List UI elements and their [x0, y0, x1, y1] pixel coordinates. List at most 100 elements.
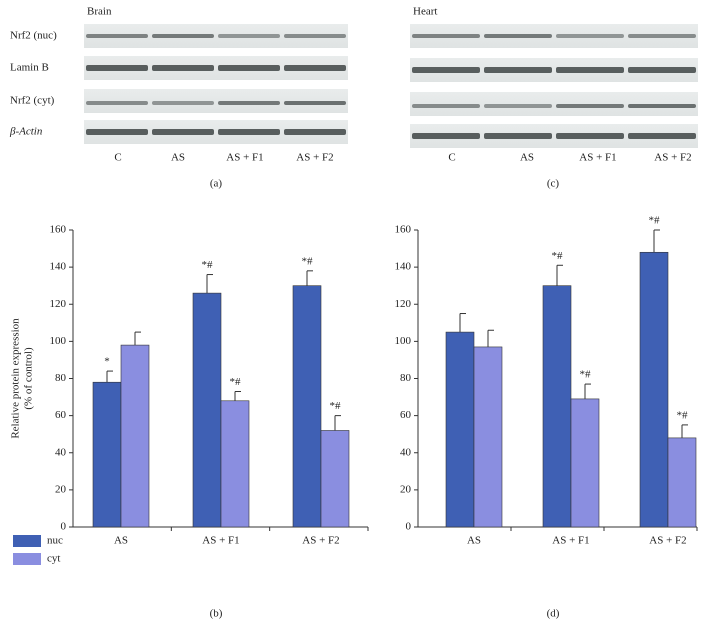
blot-band	[412, 104, 480, 108]
bar	[542, 285, 572, 528]
panel-label: (a)	[210, 178, 223, 190]
y-tick-label: 0	[61, 521, 67, 533]
bar	[192, 292, 222, 528]
y-tick-label: 160	[395, 224, 412, 236]
bar	[445, 331, 475, 528]
bar	[667, 437, 697, 528]
y-tick-label: 40	[55, 446, 67, 458]
bar	[320, 430, 350, 528]
blot-row-label: β-Actin	[9, 126, 43, 138]
blot-column-label: AS + F1	[579, 152, 616, 164]
x-tick-label: AS	[467, 535, 481, 547]
blot-band	[556, 34, 624, 38]
blot-column-label: AS + F2	[654, 152, 691, 164]
bar	[292, 285, 322, 528]
blot-row-label: Nrf2 (cyt)	[10, 95, 55, 107]
panel-label: (c)	[547, 178, 560, 190]
blot-band	[484, 67, 552, 73]
blot-band	[284, 34, 346, 38]
y-tick-label: 60	[400, 409, 412, 421]
blot-row-label: Nrf2 (nuc)	[10, 30, 57, 42]
y-tick-label: 60	[55, 409, 67, 421]
blot-column-label: C	[448, 152, 455, 164]
significance-label: *#	[649, 215, 661, 227]
blot-band	[284, 129, 346, 135]
blot-column-label: AS + F1	[226, 152, 263, 164]
significance-label: *#	[580, 369, 592, 381]
blot-band	[284, 65, 346, 71]
blot-band	[284, 101, 346, 105]
x-tick-label: AS	[114, 535, 128, 547]
blot-band	[556, 67, 624, 73]
legend-swatch	[13, 553, 41, 565]
legend-swatch	[13, 535, 41, 547]
blot-band	[556, 133, 624, 139]
blot-band	[484, 34, 552, 38]
y-axis-label: (% of control)	[23, 347, 35, 410]
blot-band	[484, 133, 552, 139]
x-tick-label: AS + F2	[649, 535, 686, 547]
y-tick-label: 120	[50, 298, 67, 310]
y-tick-label: 160	[50, 224, 67, 236]
blot-band	[86, 101, 148, 105]
significance-label: *#	[202, 259, 214, 271]
y-tick-label: 0	[406, 521, 412, 533]
blot-band	[86, 129, 148, 135]
y-tick-label: 100	[395, 335, 412, 347]
blot-band	[152, 34, 214, 38]
blot-band	[556, 104, 624, 108]
blot-band	[484, 104, 552, 108]
bar	[570, 398, 600, 528]
blot-band	[152, 129, 214, 135]
blot-band	[412, 133, 480, 139]
blot-title: Brain	[87, 6, 112, 18]
x-tick-label: AS + F1	[552, 535, 589, 547]
y-tick-label: 80	[55, 372, 67, 384]
y-axis-label: Relative protein expression	[10, 318, 22, 439]
blot-row-label: Lamin B	[10, 62, 49, 74]
blot-band	[86, 65, 148, 71]
bar	[639, 251, 669, 528]
blot-band	[628, 67, 696, 73]
significance-label: *#	[302, 255, 314, 267]
y-tick-label: 20	[55, 483, 67, 495]
y-tick-label: 140	[50, 261, 67, 273]
blot-band	[412, 67, 480, 73]
blot-title: Heart	[413, 6, 437, 18]
panel-label: (d)	[547, 608, 560, 620]
blot-band	[152, 65, 214, 71]
blot-column-label: AS	[520, 152, 534, 164]
bar	[92, 381, 122, 528]
blot-band	[218, 65, 280, 71]
blot-band	[628, 34, 696, 38]
significance-label: *	[104, 356, 110, 368]
significance-label: *#	[677, 409, 689, 421]
y-tick-label: 120	[395, 298, 412, 310]
legend-label: cyt	[47, 553, 60, 565]
y-tick-label: 40	[400, 446, 412, 458]
legend-label: nuc	[47, 535, 63, 547]
blot-column-label: C	[114, 152, 121, 164]
y-tick-label: 80	[400, 372, 412, 384]
significance-label: *#	[330, 400, 342, 412]
blot-band	[218, 34, 280, 38]
blot-band	[628, 133, 696, 139]
x-tick-label: AS + F1	[202, 535, 239, 547]
blot-band	[412, 34, 480, 38]
panel-label: (b)	[210, 608, 223, 620]
y-tick-label: 20	[400, 483, 412, 495]
blot-column-label: AS + F2	[296, 152, 333, 164]
significance-label: *#	[552, 250, 564, 262]
blot-band	[152, 101, 214, 105]
bar	[473, 346, 503, 528]
y-tick-label: 140	[395, 261, 412, 273]
blot-band	[86, 34, 148, 38]
bar	[220, 400, 250, 528]
x-tick-label: AS + F2	[302, 535, 339, 547]
blot-column-label: AS	[171, 152, 185, 164]
blot-band	[218, 129, 280, 135]
y-tick-label: 100	[50, 335, 67, 347]
bar	[120, 344, 150, 528]
significance-label: *#	[230, 376, 242, 388]
